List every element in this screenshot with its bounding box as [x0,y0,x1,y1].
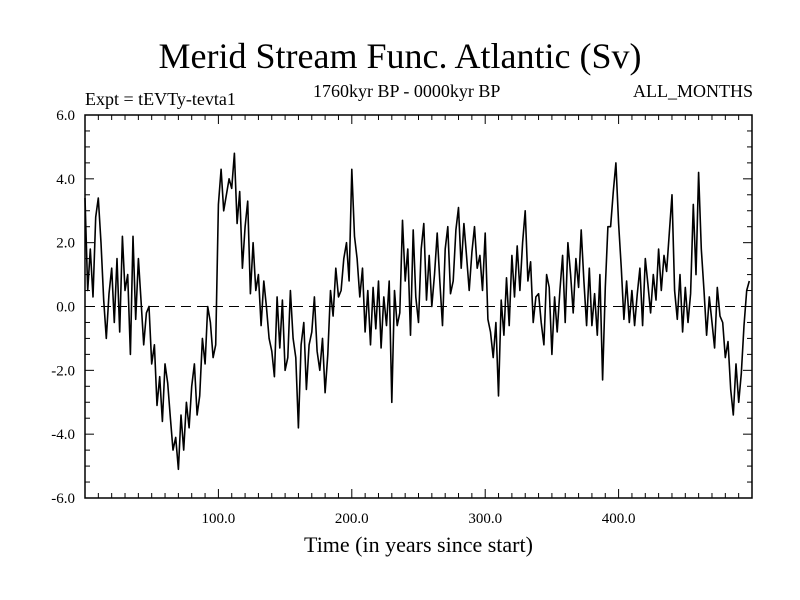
x-tick-label: 400.0 [602,511,636,527]
x-axis-label: Time (in years since start) [304,532,533,557]
y-tick-label: -4.0 [51,427,75,443]
y-tick-label: 4.0 [56,172,75,188]
series-line [84,152,751,471]
x-tick-label: 100.0 [202,511,236,527]
y-tick-label: -6.0 [51,491,75,507]
x-tick-label: 200.0 [335,511,369,527]
y-tick-label: -2.0 [51,363,75,379]
tick-labels: 100.0 200.0 300.0 400.0 -6.0 -4.0 -2.0 0.0 2.0 4.… [51,108,635,527]
time-range-label: 1760kyr BP - 0000kyr BP [313,81,501,101]
y-tick-label: 2.0 [56,236,75,252]
chart-title: Merid Stream Func. Atlantic (Sv) [158,36,642,76]
y-tick-label: 6.0 [56,108,75,124]
plot-frame [84,114,753,499]
experiment-label: Expt = tEVTy-tevta1 [85,89,236,109]
y-tick-label: 0.0 [56,300,75,316]
axis-ticks [85,115,752,498]
months-label: ALL_MONTHS [633,81,753,101]
x-tick-label: 300.0 [468,511,502,527]
